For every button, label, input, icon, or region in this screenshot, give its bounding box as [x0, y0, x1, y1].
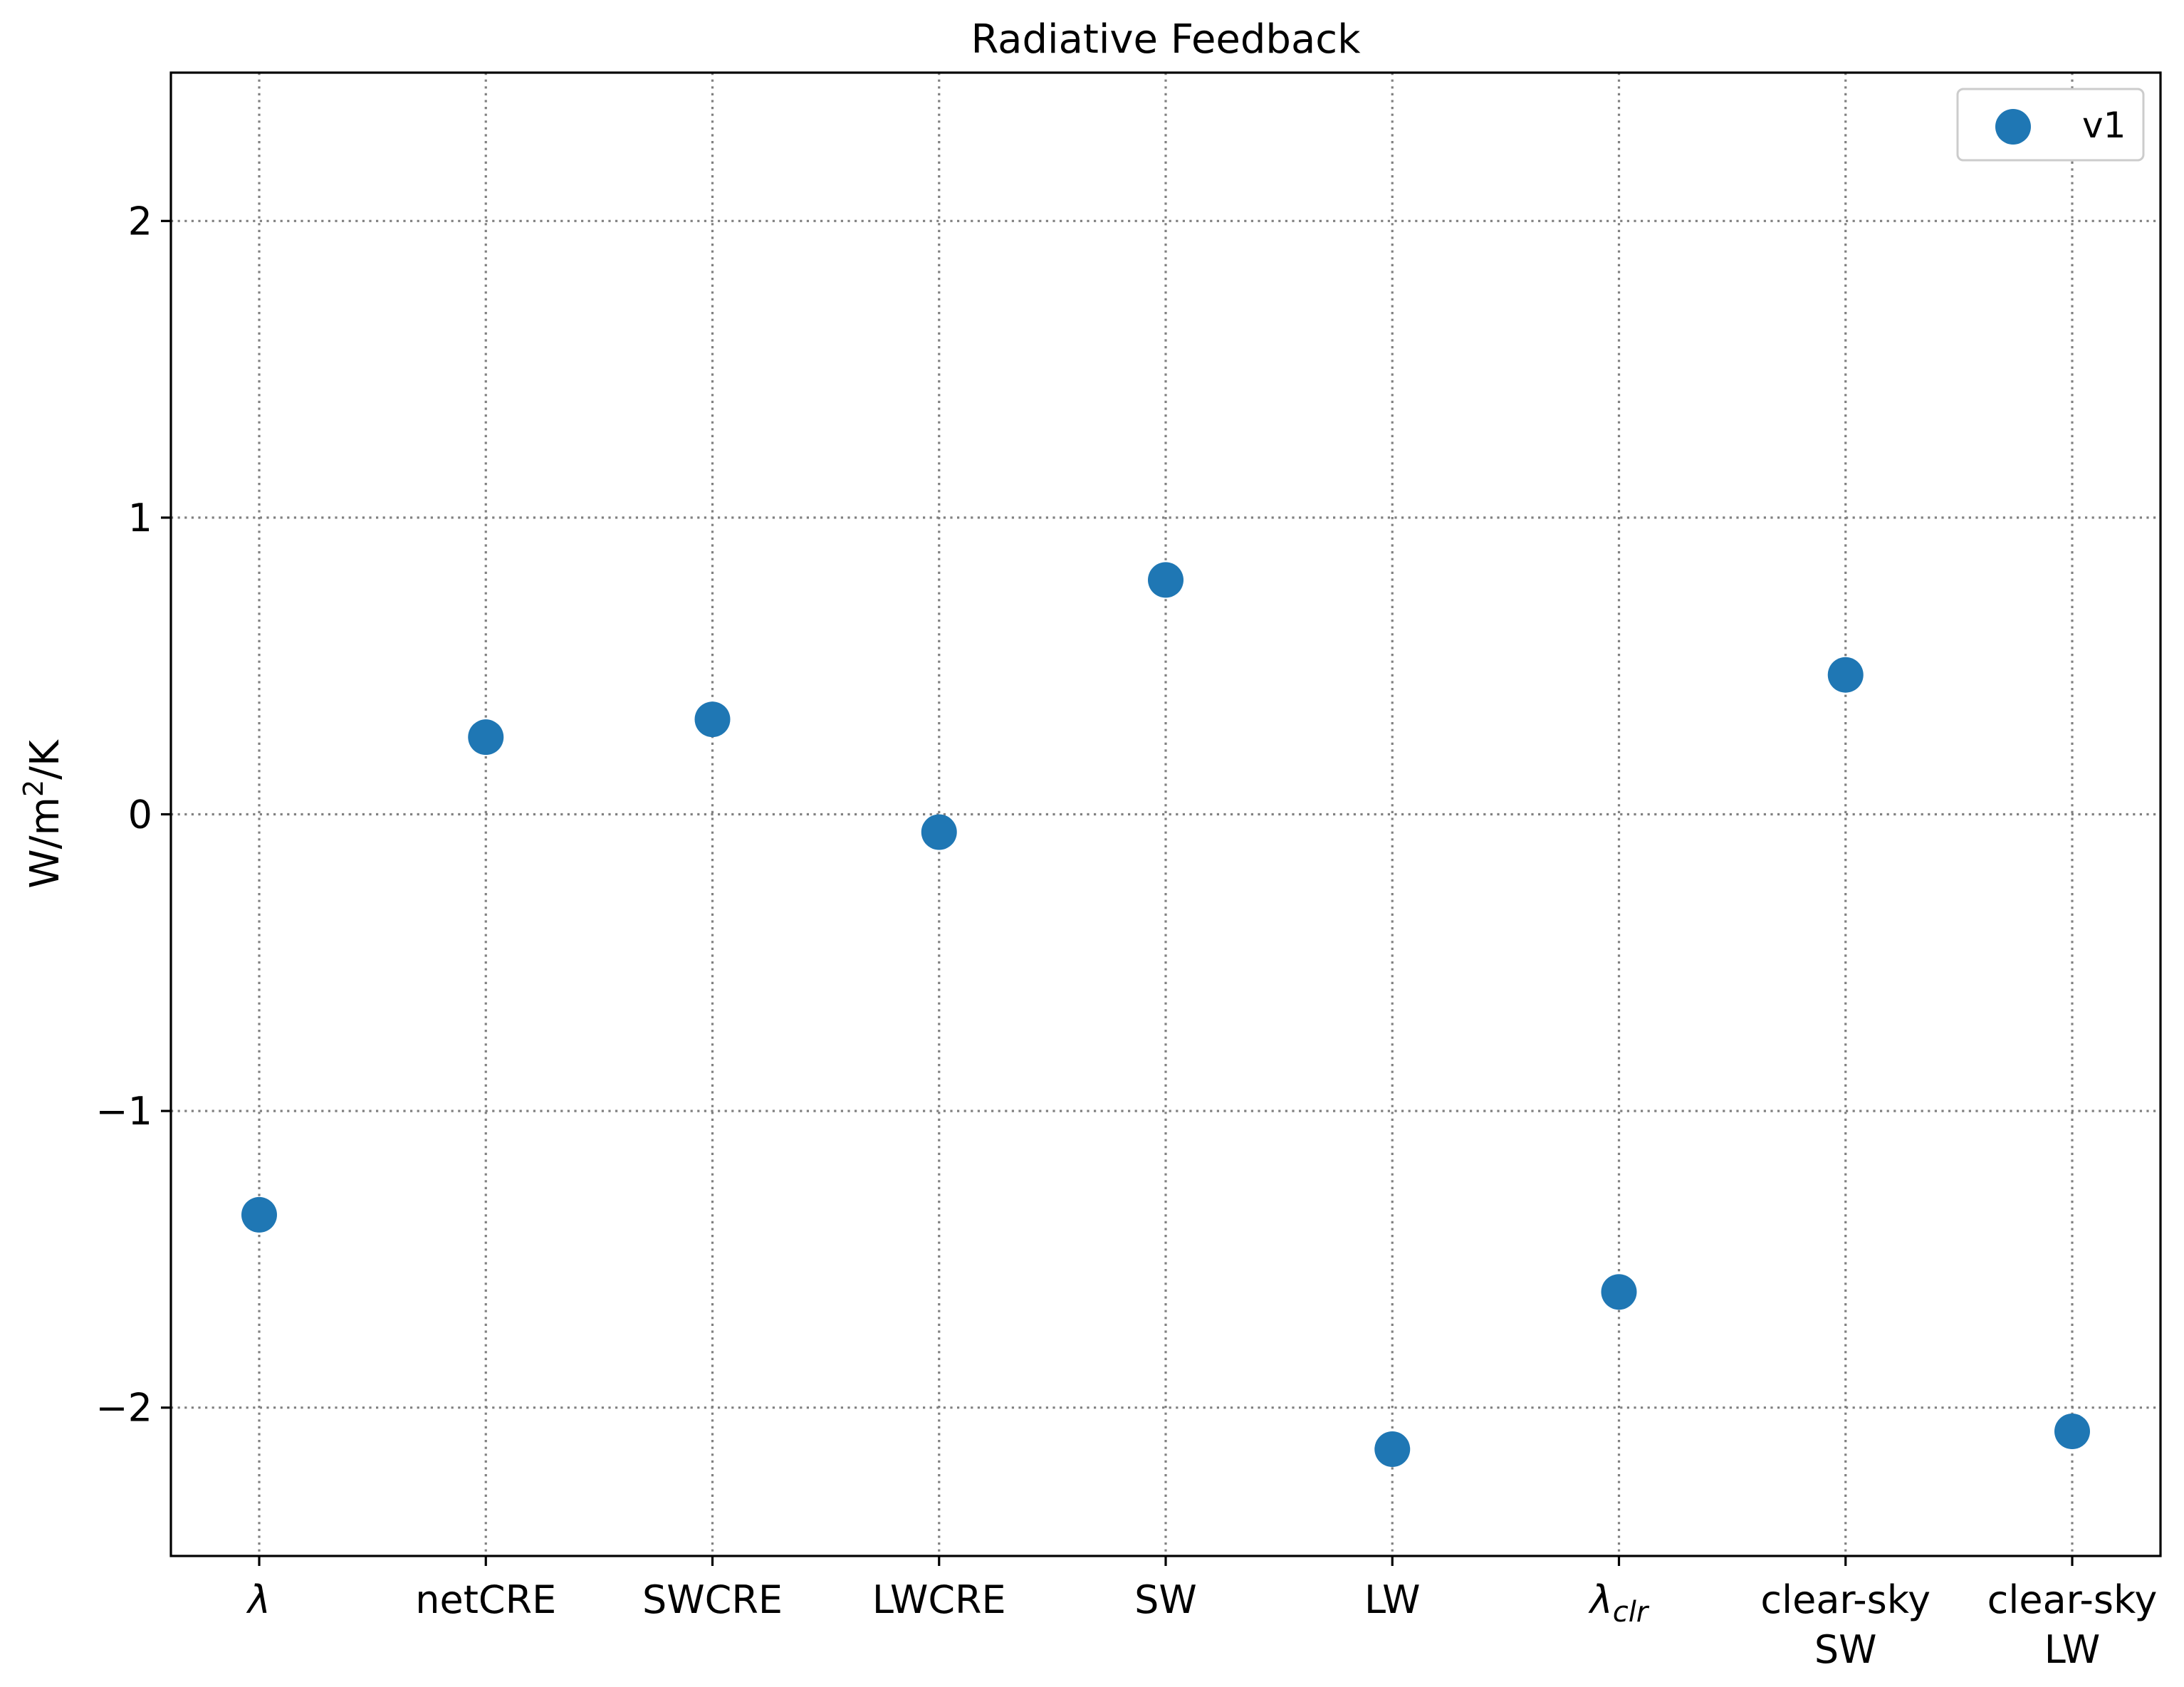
- x-axis-tick-labels: λ netCRE SWCRE LWCRE SW LW λclr clear-sky SW clea…: [246, 1577, 2157, 1672]
- x-tick-label-line2: LW: [2044, 1627, 2101, 1672]
- data-point: [694, 701, 731, 738]
- y-axis-tick-labels: 2 1 0 −1 −2: [95, 199, 152, 1430]
- data-point: [1601, 1274, 1637, 1310]
- y-axis-label: W/m2/K: [18, 739, 68, 889]
- x-tick-label: clear-sky: [1760, 1577, 1930, 1622]
- x-tick-label-line2: SW: [1814, 1627, 1877, 1672]
- y-tick-label: 2: [128, 199, 152, 244]
- x-tick-label: clear-sky: [1987, 1577, 2158, 1622]
- data-points: [241, 562, 2090, 1468]
- y-tick-label: 1: [128, 496, 152, 540]
- data-point: [1374, 1431, 1411, 1468]
- x-tick-label: LW: [1364, 1577, 1421, 1622]
- legend-box: [1956, 88, 2145, 162]
- legend: v1: [1956, 88, 2145, 162]
- data-point: [241, 1196, 277, 1233]
- x-tick-label: λclr: [1588, 1577, 1650, 1629]
- x-tick-label: LWCRE: [872, 1577, 1006, 1622]
- data-point: [468, 719, 504, 756]
- data-point: [921, 814, 957, 850]
- grid-lines: [171, 73, 2161, 1556]
- data-point: [1148, 562, 1184, 598]
- axis-ticks: [161, 219, 2074, 1566]
- legend-label-v1: v1: [2082, 105, 2126, 146]
- x-tick-label: SW: [1134, 1577, 1197, 1622]
- legend-marker-v1: [1995, 109, 2031, 145]
- y-tick-label: −2: [95, 1386, 152, 1431]
- chart-title: Radiative Feedback: [971, 16, 1361, 63]
- x-tick-label: λ: [246, 1577, 271, 1622]
- data-point: [2054, 1414, 2090, 1450]
- data-point: [1827, 657, 1864, 693]
- x-tick-label: netCRE: [415, 1577, 556, 1622]
- y-tick-label: 0: [128, 793, 152, 837]
- x-tick-label: SWCRE: [642, 1577, 783, 1622]
- y-tick-label: −1: [95, 1089, 152, 1134]
